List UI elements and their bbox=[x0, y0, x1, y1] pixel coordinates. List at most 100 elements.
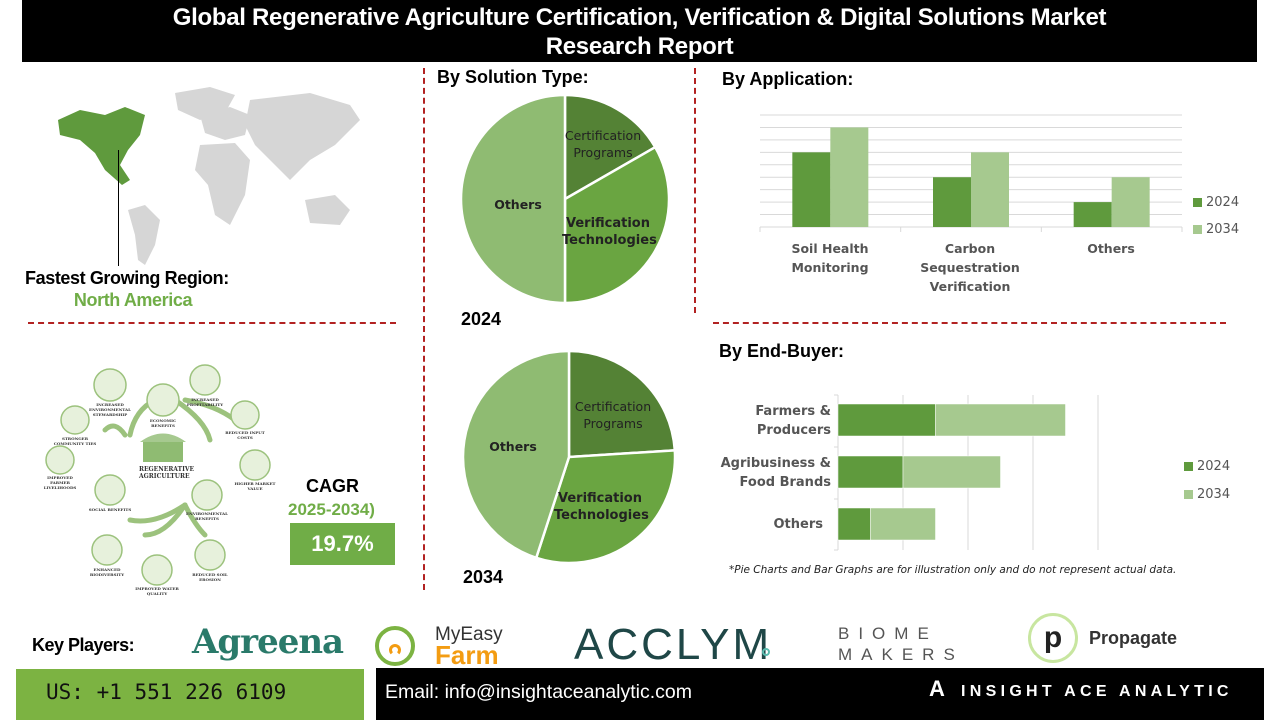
logo-biome: BIOME bbox=[838, 624, 938, 643]
footer-bar: Email: info@insightaceanalytic.com A INS… bbox=[376, 668, 1264, 720]
illustration-center-label: REGENERATIVE AGRICULTURE bbox=[139, 466, 195, 480]
pie-2034-label-verif: Verification Technologies bbox=[554, 491, 649, 523]
cagr-value: 19.7% bbox=[290, 523, 395, 565]
cagr-period: 2025-2034) bbox=[288, 500, 375, 519]
europe bbox=[200, 107, 250, 140]
wifi-icon bbox=[389, 644, 401, 656]
pie-slice-others bbox=[461, 349, 571, 560]
app-category-label: Soil Health Monitoring bbox=[791, 241, 869, 275]
report-title: Global Regenerative Agriculture Certific… bbox=[22, 0, 1257, 62]
buyer-legend-2024: 2024 bbox=[1184, 459, 1230, 474]
illustration-graphic bbox=[45, 364, 271, 586]
north-america-highlight bbox=[58, 107, 145, 185]
illustration-label: ENVIRONMENTAL BENEFITS bbox=[186, 511, 228, 521]
illustration-label: IMPROVED FARMER LIVELIHOODS bbox=[43, 475, 77, 490]
stacked-bar-2034-2 bbox=[870, 507, 936, 541]
brand-name: INSIGHT ACE ANALYTIC bbox=[961, 683, 1233, 700]
buyer-category-label: Farmers & Producers bbox=[755, 404, 831, 438]
legend-label: 2034 bbox=[1206, 222, 1240, 237]
illustration-label: INCREASED PROFITABILITY bbox=[186, 397, 224, 407]
pie-chart-2034 bbox=[461, 349, 677, 565]
pie-slice-certification-programs bbox=[567, 349, 677, 459]
pie-slice-verification-technologies bbox=[563, 145, 671, 305]
horizontal-divider bbox=[713, 322, 1226, 324]
stacked-bar-2024-2 bbox=[837, 507, 871, 541]
bar-2034-1 bbox=[971, 152, 1009, 227]
propagate-logo-icon: p bbox=[1028, 613, 1078, 663]
illustration-label: STRONGER COMMUNITY TIES bbox=[53, 436, 97, 446]
illustration-label: REDUCED SOIL EROSION bbox=[192, 572, 228, 582]
illustration-label: ECONOMIC BENEFITS bbox=[149, 418, 177, 428]
title-line-2: Research Report bbox=[545, 33, 734, 60]
south-america bbox=[128, 205, 160, 265]
australia bbox=[305, 195, 350, 225]
stacked-bar-2034-1 bbox=[902, 455, 1001, 489]
app-category-label: Others bbox=[1087, 241, 1135, 256]
logo-propagate: Propagate bbox=[1089, 628, 1178, 648]
solution-type-title: By Solution Type: bbox=[437, 67, 589, 87]
logo-acclym: ACCLYM bbox=[574, 620, 773, 669]
bar-2034-0 bbox=[830, 127, 869, 227]
logo-agreena: Agreena bbox=[192, 622, 344, 662]
stacked-bar-2024-0 bbox=[837, 403, 936, 437]
bar-2024-2 bbox=[1073, 202, 1112, 227]
acclym-dot bbox=[762, 648, 770, 656]
pie-2024-year: 2024 bbox=[461, 309, 502, 329]
fastest-growing-region: North America bbox=[73, 290, 193, 310]
legend-swatch bbox=[1184, 490, 1193, 499]
end-buyer-title: By End-Buyer: bbox=[719, 341, 845, 361]
app-legend-2034: 2034 bbox=[1193, 222, 1239, 237]
map-pointer-line bbox=[118, 150, 119, 266]
app-legend-2024: 2024 bbox=[1193, 195, 1239, 210]
pie-2034-label-others: Others bbox=[489, 439, 537, 454]
fastest-growing-label: Fastest Growing Region: bbox=[25, 268, 229, 288]
illustration-label: IMPROVED WATER QUALITY bbox=[135, 586, 179, 596]
pie-chart-2024 bbox=[459, 93, 671, 305]
africa bbox=[195, 143, 250, 225]
pie-slice-others bbox=[459, 93, 567, 305]
stacked-bar-2034-0 bbox=[935, 403, 1066, 437]
stacked-bar-2024-1 bbox=[837, 455, 904, 489]
cagr-label: CAGR bbox=[306, 476, 359, 496]
buyer-category-label: Agribusiness & Food Brands bbox=[720, 456, 831, 490]
phone-contact[interactable]: US: +1 551 226 6109 bbox=[16, 669, 364, 720]
legend-label: 2024 bbox=[1206, 195, 1240, 210]
pie-2024-label-others: Others bbox=[494, 197, 542, 212]
illustration-label: INCREASED ENVIRONMENTAL STEWARDSHIP bbox=[89, 402, 131, 417]
world-map bbox=[58, 87, 360, 265]
logo-makers: MAKERS bbox=[838, 645, 964, 664]
legend-label: 2024 bbox=[1197, 459, 1231, 474]
logo-myeasyfarm-icon bbox=[375, 626, 415, 666]
illustration-label: SOCIAL BENEFITS bbox=[88, 507, 132, 512]
email-contact[interactable]: Email: info@insightaceanalytic.com bbox=[385, 681, 693, 703]
key-players-label: Key Players: bbox=[32, 635, 135, 655]
insight-ace-logo-icon: A bbox=[929, 676, 945, 701]
pie-2024-label-cert: Certification Programs bbox=[564, 128, 642, 160]
logo-myeasyfarm-farm: Farm bbox=[435, 640, 499, 670]
bar-2024-1 bbox=[933, 177, 971, 227]
logo-myeasyfarm-text: MyEasy bbox=[435, 624, 503, 645]
pie-2034-year: 2034 bbox=[463, 567, 504, 587]
regenerative-agriculture-illustration: REGENERATIVE AGRICULTURE INCREASED ENVIR… bbox=[35, 360, 285, 596]
buyer-category-label: Others bbox=[773, 517, 824, 532]
pie-slice-verification-technologies bbox=[534, 449, 677, 565]
legend-swatch bbox=[1193, 198, 1202, 207]
vertical-divider bbox=[423, 68, 425, 590]
pie-2034-label-cert: Certification Programs bbox=[574, 399, 652, 431]
title-line-1: Global Regenerative Agriculture Certific… bbox=[172, 4, 1107, 31]
app-category-label: Carbon Sequestration Verification bbox=[920, 241, 1020, 294]
legend-swatch bbox=[1184, 462, 1193, 471]
illustration-label: ENHANCED BIODIVERSITY bbox=[89, 567, 125, 577]
disclaimer-note: *Pie Charts and Bar Graphs are for illus… bbox=[729, 564, 1177, 576]
map-continents bbox=[128, 87, 360, 265]
pie-slice-certification-programs bbox=[563, 93, 657, 202]
legend-label: 2034 bbox=[1197, 487, 1231, 502]
illustration-label: HIGHER MARKET VALUE bbox=[234, 481, 276, 491]
horizontal-divider bbox=[28, 322, 396, 324]
legend-swatch bbox=[1193, 225, 1202, 234]
bar-2024-0 bbox=[792, 152, 831, 227]
vertical-divider bbox=[694, 68, 696, 313]
asia bbox=[245, 93, 360, 180]
illustration-label: REDUCED INPUT COSTS bbox=[225, 430, 265, 440]
application-title: By Application: bbox=[722, 69, 854, 89]
